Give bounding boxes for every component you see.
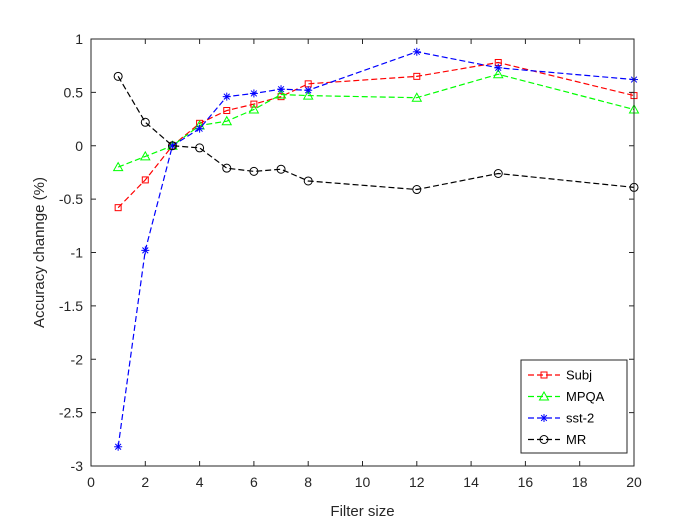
legend-label: MPQA: [566, 389, 605, 404]
data-point-mr: [303, 176, 313, 186]
series-line-mr: [117, 76, 635, 191]
data-point-sst-2: [412, 47, 421, 56]
legend-item-subj: Subj: [528, 368, 592, 383]
x-tick-label: 6: [250, 474, 258, 490]
x-tick-label: 2: [141, 474, 149, 490]
data-point-mr: [167, 141, 177, 151]
legend-marker: [540, 414, 548, 422]
data-point-mpqa: [492, 68, 504, 79]
y-tick-label: -1: [71, 245, 84, 261]
legend-marker: [540, 371, 548, 379]
data-point-mpqa: [112, 161, 124, 172]
y-tick-label: 1: [75, 31, 83, 47]
y-tick-label: -3: [71, 458, 84, 474]
x-tick-label: 10: [355, 474, 371, 490]
y-tick-label: -2: [71, 351, 84, 367]
x-tick-label: 16: [518, 474, 534, 490]
x-tick-label: 20: [626, 474, 642, 490]
legend: Subj MPQA sst-2 MR: [520, 359, 628, 454]
data-point-subj: [413, 72, 421, 80]
data-point-mpqa: [275, 88, 287, 99]
y-axis-title: Accuracy channge (%): [31, 177, 48, 328]
data-point-mr: [140, 117, 150, 127]
data-point-sst-2: [114, 442, 123, 451]
y-tick-label: -2.5: [59, 405, 83, 421]
legend-label: Subj: [566, 368, 592, 383]
data-point-sst-2: [304, 86, 313, 95]
data-point-sst-2: [195, 124, 204, 133]
x-tick-label: 4: [196, 474, 204, 490]
data-point-mr: [222, 163, 232, 173]
data-point-mr: [493, 169, 503, 179]
x-tick-label: 18: [572, 474, 588, 490]
data-point-mpqa: [302, 90, 314, 100]
data-point-mpqa: [221, 115, 233, 126]
x-tick-label: 12: [409, 474, 425, 490]
data-point-mr: [412, 185, 422, 195]
y-tick-label: -1.5: [59, 298, 83, 314]
series-line-mpqa: [117, 73, 635, 168]
data-point-mr: [276, 164, 286, 174]
x-axis-title: Filter size: [330, 503, 394, 520]
legend-item-mpqa: MPQA: [528, 389, 605, 404]
legend-item-sst-2: sst-2: [528, 411, 594, 426]
data-point-sst-2: [494, 63, 503, 72]
y-tick-label: -0.5: [59, 191, 83, 207]
data-point-subj: [223, 107, 231, 115]
data-point-mr: [113, 71, 123, 81]
data-point-sst-2: [222, 92, 231, 101]
series-layer: [112, 47, 640, 451]
data-point-subj: [141, 176, 149, 184]
legend-item-mr: MR: [528, 432, 586, 447]
data-point-sst-2: [141, 246, 150, 255]
data-point-mpqa: [411, 92, 423, 102]
y-tick-label: 0: [75, 138, 83, 154]
x-tick-label: 8: [304, 474, 312, 490]
data-point-subj: [114, 204, 122, 212]
data-point-sst-2: [249, 89, 258, 98]
legend-marker: [538, 390, 550, 401]
ticks-layer: 0 2 4 6 8 10 12 14 16 18 20 1 0.5 0 -0.5 -1 -1.5 -2 -2.5 -3: [59, 31, 642, 490]
legend-label: MR: [566, 432, 586, 447]
x-tick-label: 0: [87, 474, 95, 490]
data-point-mr: [195, 143, 205, 153]
data-point-mr: [249, 166, 259, 176]
data-point-sst-2: [277, 85, 286, 94]
data-point-mpqa: [139, 150, 151, 161]
legend-marker: [539, 435, 549, 444]
legend-label: sst-2: [566, 411, 594, 426]
data-point-subj: [250, 100, 258, 108]
data-point-mpqa: [248, 103, 260, 114]
x-tick-label: 14: [463, 474, 479, 490]
y-tick-label: 0.5: [64, 84, 84, 100]
